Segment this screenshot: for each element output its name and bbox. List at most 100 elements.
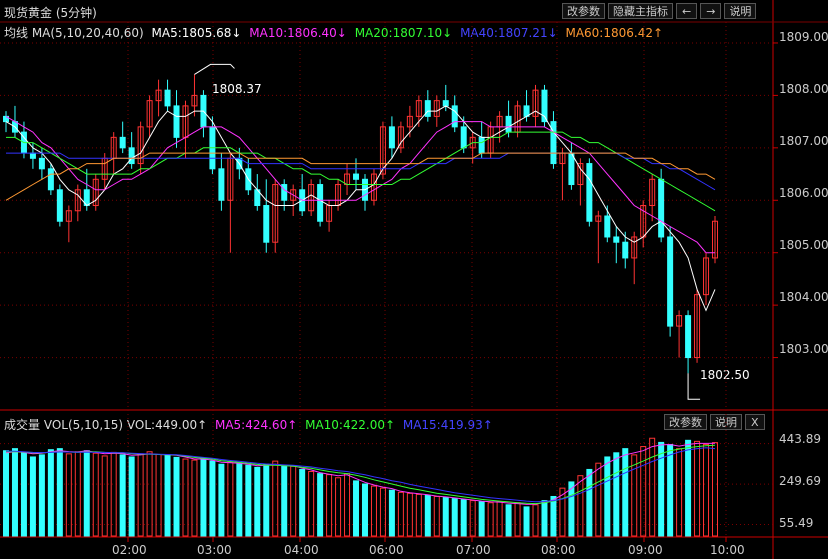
high-annotation: 1808.37 [212,82,262,96]
volume-bar [658,441,665,537]
volume-bar [317,473,324,537]
volume-bar [110,451,117,537]
candle-body [550,121,557,165]
volume-bar [272,460,279,537]
volume-bar [56,448,63,537]
volume-bar [649,437,656,537]
volume-bar [83,450,90,537]
ma-legend-label: 均线 MA(5,10,20,40,60) [4,26,144,40]
candle-body [541,89,548,123]
candle-body [685,315,692,359]
vol-y-tick-label: 249.69 [779,474,821,488]
ma-line-ma10 [5,115,715,254]
volume-bar [568,481,575,537]
vol-ma10-label: MA10:422.00↑ [305,418,396,432]
edit-params-button[interactable]: 改参数 [562,3,605,19]
volume-bar [694,440,701,537]
volume-bar [227,461,234,537]
candle-body [29,152,36,159]
vol-edit-params-button[interactable]: 改参数 [664,414,707,430]
volume-bar [505,504,512,537]
candle-body [676,315,683,327]
low-marker [687,373,701,400]
x-tick-label: 08:00 [541,543,576,557]
close-icon[interactable]: X [745,414,765,430]
candle-body [379,126,386,175]
arrow-left-icon[interactable]: ← [676,3,698,19]
arrow-right-icon[interactable]: → [700,3,722,19]
volume-bar [290,465,297,537]
volume-bar [200,457,207,537]
candle-body [505,115,512,133]
volume-bar [595,462,602,537]
x-tick-label: 04:00 [284,543,319,557]
volume-bar [370,485,377,537]
volume-bar [703,443,710,537]
volume-bar [514,502,521,537]
volume-bar [676,448,683,537]
volume-bar [182,458,189,537]
volume-bar [631,454,638,537]
candle-body [397,126,404,149]
volume-bar [137,453,144,537]
volume-bar [406,492,413,537]
y-tick-label: 1803.00 [779,342,828,356]
vol-ma5-label: MA5:424.60↑ [214,418,298,432]
candle-body [191,94,198,107]
y-tick-label: 1808.00 [779,82,828,96]
vol-ma-line-ma15 [5,447,716,503]
candle-body [703,257,710,296]
vol-y-tick-label: 55.49 [779,516,814,530]
x-tick-label: 06:00 [369,543,404,557]
x-tick-label: 07:00 [456,543,491,557]
help-button[interactable]: 说明 [724,3,757,19]
volume-bar [415,493,422,537]
volume-bar [586,468,593,537]
candle-body [586,163,593,222]
ma60-label: MA60:1806.42↑ [565,26,664,40]
y-tick-label: 1804.00 [779,290,828,304]
volume-bar [496,501,503,537]
volume-bar [101,455,108,537]
candle-body [65,210,72,222]
volume-bar [3,450,9,537]
candle-body [694,294,701,359]
candle-body [308,184,315,212]
volume-bar [209,460,216,537]
candle-body [164,89,171,107]
volume-bar [712,442,718,537]
candle-body [568,152,575,186]
candle-body [595,215,602,222]
candle-body [406,115,413,128]
volume-bar [460,499,467,537]
y-tick-label: 1805.00 [779,238,828,252]
volume-bar [604,456,611,537]
volume-bar [523,506,530,537]
ma10-label: MA10:1806.40↓ [249,26,347,40]
hide-main-indicator-button[interactable]: 隐藏主指标 [608,3,673,19]
volume-bar [424,494,431,537]
candle-body [128,147,135,165]
candle-body [532,89,539,117]
volume-bar [281,464,288,537]
candle-body [353,173,360,180]
candle-body [38,157,45,170]
candle-body [649,178,656,207]
candle-body [218,168,225,201]
candle-body [631,236,638,259]
ma-line-ma20 [6,131,716,212]
volume-bar [541,500,548,537]
volume-bar [254,466,261,537]
candle-body [92,178,99,207]
y-tick-label: 1809.00 [779,30,828,44]
volume-bar [487,502,494,537]
candle-body [119,136,126,149]
volume-bar [577,475,584,537]
candle-body [146,100,153,128]
volume-bar [11,448,18,537]
volume-bar [388,489,395,537]
volume-bar [361,483,368,537]
volume-bar [344,473,351,537]
volume-bar [65,453,72,537]
